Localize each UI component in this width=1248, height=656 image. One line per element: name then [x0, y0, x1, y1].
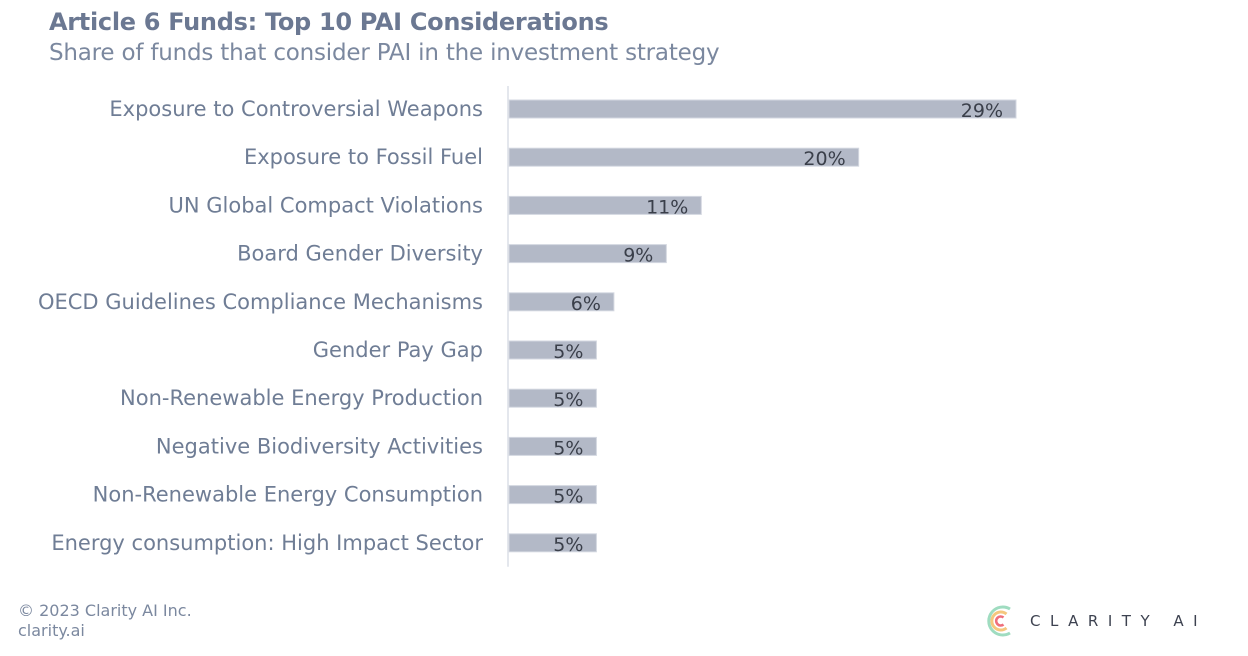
value-label: 5% — [553, 437, 583, 459]
category-label: Non-Renewable Energy Consumption — [93, 483, 483, 507]
value-label: 5% — [553, 341, 583, 363]
category-label: Gender Pay Gap — [313, 338, 483, 362]
bar — [508, 195, 702, 215]
clarity-logo-icon — [987, 605, 1011, 637]
bar-chart: Exposure to Controversial Weapons Exposur… — [38, 86, 1017, 567]
category-label: Non-Renewable Energy Production — [120, 386, 483, 410]
value-label: 20% — [803, 148, 845, 170]
value-label: 5% — [553, 486, 583, 508]
category-label: OECD Guidelines Compliance Mechanisms — [38, 290, 483, 314]
chart-title: Article 6 Funds: Top 10 PAI Consideratio… — [49, 8, 609, 36]
category-label: Exposure to Controversial Weapons — [109, 97, 483, 121]
clarity-ai-logo: CLARITY AI — [984, 604, 1207, 638]
category-label: Negative Biodiversity Activities — [156, 434, 483, 458]
value-label: 5% — [553, 389, 583, 411]
bars — [508, 99, 1017, 553]
value-label: 29% — [961, 100, 1003, 122]
value-label: 9% — [623, 245, 653, 267]
bar — [508, 436, 597, 456]
bar — [508, 99, 1017, 119]
bar — [508, 388, 597, 408]
category-label: Exposure to Fossil Fuel — [244, 145, 483, 169]
category-label: UN Global Compact Violations — [169, 193, 484, 217]
chart-subtitle: Share of funds that consider PAI in the … — [49, 40, 720, 66]
bar — [508, 533, 597, 553]
value-label: 6% — [571, 293, 601, 315]
value-labels: 29% 20% 11% 9% 6% 5% 5% 5% 5% 5% — [553, 100, 1003, 556]
bar — [508, 292, 615, 312]
website-text: clarity.ai — [18, 621, 85, 640]
category-label: Energy consumption: High Impact Sector — [51, 531, 483, 555]
bar — [508, 340, 597, 360]
logo-wordmark: CLARITY AI — [1030, 612, 1208, 630]
value-label: 5% — [553, 534, 583, 556]
category-label: Board Gender Diversity — [237, 242, 483, 266]
bar — [508, 485, 597, 505]
category-labels: Exposure to Controversial Weapons Exposur… — [38, 97, 483, 555]
bar — [508, 244, 667, 264]
footer: © 2023 Clarity AI Inc. clarity.ai — [18, 601, 192, 641]
bar — [508, 147, 860, 167]
value-label: 11% — [646, 196, 688, 218]
copyright-text: © 2023 Clarity AI Inc. — [18, 601, 192, 620]
